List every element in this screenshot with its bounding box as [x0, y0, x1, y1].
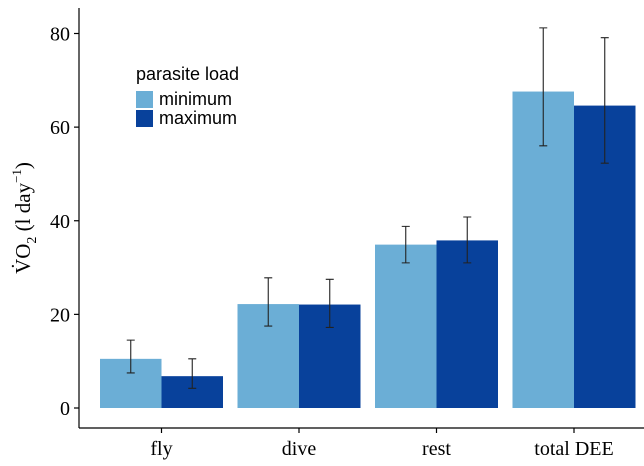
- error-bar-fly-maximum: [188, 358, 197, 389]
- y-ticks: 0 20 40 60 80: [50, 24, 79, 420]
- y-tick-label: 60: [50, 117, 70, 139]
- error-bar-dive-maximum: [325, 278, 334, 329]
- y-tick-label: 80: [50, 24, 70, 46]
- y-axis-label-unit-sup: −1: [9, 169, 24, 183]
- error-bar-total-dee-maximum: [600, 37, 609, 164]
- legend-label-maximum: maximum: [159, 108, 237, 128]
- legend-swatch-minimum: [136, 91, 153, 108]
- y-axis-label-main: V̇O: [11, 244, 35, 274]
- legend-label-minimum: minimum: [159, 89, 232, 109]
- error-bar-rest-minimum: [401, 225, 410, 264]
- x-tick-label: total DEE: [534, 438, 613, 460]
- x-tick-label: fly: [150, 438, 172, 460]
- legend-swatch-maximum: [136, 110, 153, 127]
- y-tick-label: 20: [50, 304, 70, 326]
- error-bar-rest-maximum: [463, 216, 472, 264]
- y-axis-label-close: ): [11, 162, 35, 169]
- y-tick-label: 0: [60, 398, 70, 420]
- error-bars-group: [126, 27, 609, 389]
- x-tick-label: dive: [282, 438, 317, 460]
- bar-rest-minimum: [375, 244, 437, 408]
- y-axis-label-sub: 2: [25, 237, 40, 244]
- error-bar-fly-minimum: [126, 339, 135, 374]
- legend-title: parasite load: [136, 64, 239, 84]
- error-bar-dive-minimum: [264, 277, 273, 327]
- error-bar-total-dee-minimum: [539, 27, 548, 147]
- y-tick-label: 40: [50, 211, 70, 233]
- bar-rest-maximum: [436, 240, 498, 408]
- bars-group: [100, 91, 636, 409]
- y-axis-label: V̇O2 (l day−1): [9, 162, 40, 274]
- x-ticks: fly dive rest total DEE: [150, 428, 614, 460]
- y-axis-label-unit: (l day: [11, 182, 35, 236]
- x-tick-label: rest: [422, 438, 451, 460]
